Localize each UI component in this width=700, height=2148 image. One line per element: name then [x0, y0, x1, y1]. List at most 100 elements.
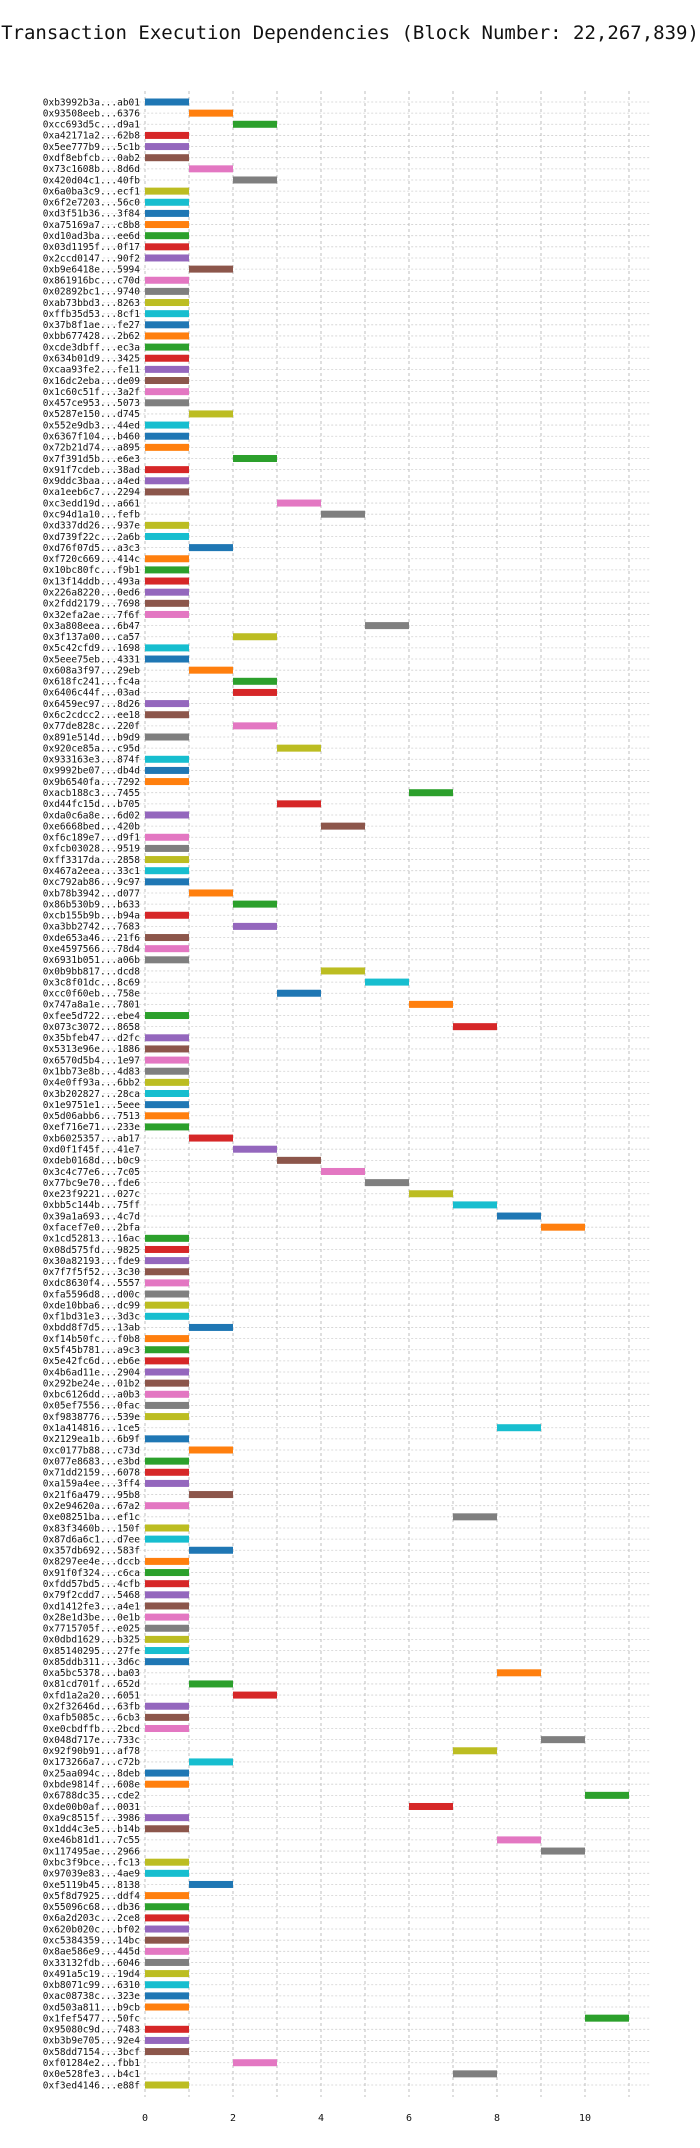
transaction-bar — [233, 454, 277, 462]
y-tick-label: 0x2129ea1b...6b9f — [43, 1434, 140, 1445]
y-tick-label: 0x9ddc3baa...a4ed — [43, 476, 140, 487]
y-tick-label: 0xe23f9221...027c — [43, 1189, 140, 1200]
transaction-bar — [145, 655, 189, 663]
transaction-bar — [145, 1936, 189, 1944]
y-tick-label: 0xcb155b9b...b94a — [43, 911, 140, 922]
transaction-bar — [145, 700, 189, 708]
y-tick-label: 0xab73bbd3...8263 — [43, 298, 140, 309]
y-tick-label: 0xb9e6418e...5994 — [43, 264, 141, 275]
y-tick-label: 0x1fef5477...50fc — [43, 2013, 140, 2024]
y-tick-label: 0x2fdd2179...7698 — [43, 599, 141, 610]
y-tick-label: 0x83f3460b...150f — [43, 1523, 140, 1534]
transaction-bar — [145, 1379, 189, 1387]
transaction-bar — [145, 1780, 189, 1788]
y-tick-label: 0x0e528fe3...b4c1 — [43, 2069, 141, 2080]
y-tick-label: 0xac08738c...323e — [43, 1991, 141, 2002]
y-tick-label: 0xd337dd26...937e — [43, 521, 141, 532]
y-tick-label: 0x6931b051...a06b — [43, 955, 141, 966]
transaction-bar — [145, 1825, 189, 1833]
y-tick-label: 0x9992be07...db4d — [43, 766, 140, 777]
transaction-bar — [145, 1535, 189, 1543]
transaction-bar — [145, 1401, 189, 1409]
transaction-bar — [145, 956, 189, 964]
y-tick-label: 0x457ce953...5073 — [43, 398, 140, 409]
transaction-bar — [145, 1569, 189, 1577]
y-tick-label: 0x6406c44f...03ad — [43, 688, 140, 699]
y-tick-label: 0xde653a46...21f6 — [43, 933, 141, 944]
y-tick-label: 0x357db692...583f — [43, 1546, 140, 1557]
y-tick-label: 0x2f32646d...63fb — [43, 1702, 141, 1713]
transaction-bar — [145, 878, 189, 886]
transaction-bar — [145, 711, 189, 719]
y-tick-label: 0xe46b81d1...7c55 — [43, 1835, 140, 1846]
y-tick-label: 0xbc6126dd...a0b3 — [43, 1390, 140, 1401]
y-tick-label: 0x4b6ad11e...2904 — [43, 1367, 141, 1378]
transaction-bar — [145, 1613, 189, 1621]
transaction-bar — [145, 733, 189, 741]
y-tick-label: 0xa42171a2...62b8 — [43, 131, 141, 142]
transaction-bar — [321, 967, 365, 975]
y-tick-label: 0xe08251ba...ef1c — [43, 1512, 140, 1523]
transaction-bar — [145, 432, 189, 440]
y-tick-label: 0x5d06abb6...7513 — [43, 1111, 140, 1122]
y-tick-label: 0x3c4c77e6...7c05 — [43, 1167, 140, 1178]
y-tick-label: 0x5287e150...d745 — [43, 409, 140, 420]
y-tick-label: 0x92f90b91...af78 — [43, 1746, 141, 1757]
y-tick-label: 0xf6c189e7...d9f1 — [43, 833, 141, 844]
y-tick-label: 0x861916bc...c70d — [43, 276, 140, 287]
y-tick-label: 0x1dd4c3e5...b14b — [43, 1824, 141, 1835]
transaction-bar — [145, 1524, 189, 1532]
transaction-bar — [541, 1223, 585, 1231]
y-tick-label: 0xf01284e2...fbb1 — [43, 2058, 141, 2069]
transaction-bar — [145, 1335, 189, 1343]
y-tick-label: 0x2ccd0147...90f2 — [43, 253, 140, 264]
chart-title: Transaction Execution Dependencies (Bloc… — [1, 22, 699, 44]
transaction-bar — [145, 1725, 189, 1733]
y-tick-label: 0x0dbd1629...b325 — [43, 1635, 140, 1646]
y-tick-label: 0xd76f07d5...a3c3 — [43, 543, 140, 554]
y-tick-label: 0x3c8f01dc...8c69 — [43, 977, 141, 988]
y-tick-label: 0xcaa93fe2...fe11 — [43, 365, 141, 376]
y-tick-label: 0x35bfeb47...d2fc — [43, 1033, 140, 1044]
transaction-bar — [145, 566, 189, 574]
transaction-bar — [277, 744, 321, 752]
transaction-bar — [189, 165, 233, 173]
y-tick-label: 0x117495ae...2966 — [43, 1846, 141, 1857]
transaction-bar — [145, 588, 189, 596]
transaction-bar — [145, 644, 189, 652]
transaction-bar — [145, 365, 189, 373]
y-tick-label: 0x6a2d203c...2ce8 — [43, 1913, 141, 1924]
transaction-bar — [145, 577, 189, 585]
transaction-bar — [145, 2036, 189, 2044]
transaction-bar — [365, 1179, 409, 1187]
x-tick-label: 4 — [318, 2113, 324, 2124]
transaction-bar — [145, 1279, 189, 1287]
y-tick-label: 0xfd1a2a20...6051 — [43, 1690, 141, 1701]
y-tick-label: 0xa1eeb6c7...2294 — [43, 487, 141, 498]
y-tick-label: 0xdf8ebfcb...0ab2 — [43, 153, 140, 164]
transaction-bar — [145, 377, 189, 385]
x-tick-label: 0 — [142, 2113, 148, 2124]
y-tick-label: 0x2e94620a...67a2 — [43, 1501, 140, 1512]
y-tick-label: 0x618fc241...fc4a — [43, 677, 140, 688]
y-tick-label: 0xb78b3942...d077 — [43, 888, 140, 899]
transaction-bar — [277, 499, 321, 507]
transaction-bar — [145, 287, 189, 295]
y-tick-label: 0xf14b50fc...f0b8 — [43, 1334, 141, 1345]
y-tick-label: 0x02892bc1...9740 — [43, 287, 141, 298]
y-tick-label: 0x7f7f5f52...3c30 — [43, 1267, 141, 1278]
transaction-bar — [145, 1869, 189, 1877]
transaction-bar — [145, 1892, 189, 1900]
transaction-bar — [145, 276, 189, 284]
y-tick-label: 0x77de828c...220f — [43, 721, 140, 732]
y-tick-label: 0x077e8683...e3bd — [43, 1456, 140, 1467]
y-tick-label: 0x91f7cdeb...38ad — [43, 465, 140, 476]
transaction-bar — [233, 1145, 277, 1153]
transaction-bar — [233, 900, 277, 908]
y-tick-label: 0x7f391d5b...e6e3 — [43, 454, 140, 465]
transaction-bar — [233, 677, 277, 685]
y-tick-label: 0xef716e71...233e — [43, 1122, 141, 1133]
y-tick-label: 0x71dd2159...6078 — [43, 1468, 141, 1479]
transaction-bar — [145, 443, 189, 451]
transaction-bar — [145, 856, 189, 864]
